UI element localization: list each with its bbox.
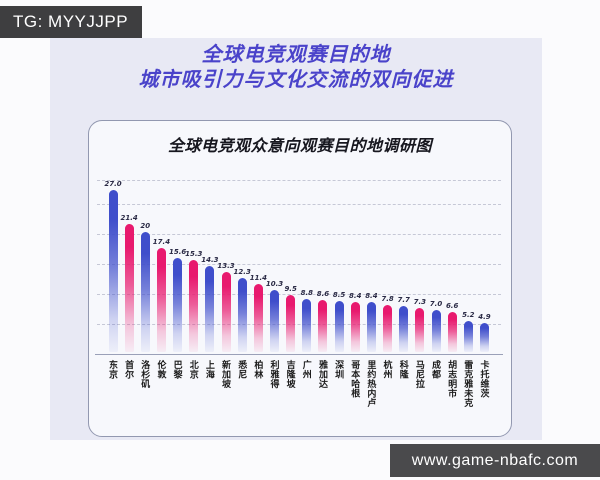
gridline [97,180,501,181]
gridline [97,234,501,235]
bar [221,272,231,352]
bar-value-label: 7.3 [413,298,427,307]
x-axis-label: 雷克雅未克 [463,360,474,408]
bar-value-label: 8.6 [316,290,330,299]
bar [383,305,393,352]
x-axis-label: 胡志明市 [447,360,458,398]
x-axis-label: 北京 [188,360,199,379]
x-axis-label: 首尔 [124,360,135,379]
bar-value-label: 10.3 [265,280,284,289]
bar-value-label: 6.6 [445,302,459,311]
x-axis-label: 成都 [431,360,441,379]
bar-value-label: 20 [140,222,151,230]
bar-value-label: 9.5 [284,285,297,293]
bar-value-label: 27.0 [104,180,122,188]
bar [302,299,312,352]
gridline [97,264,501,265]
chart-card: 全球电竞观众意向观赛目的地调研图 27.0 东京 21.4 首尔 20 洛杉矶 17.4 伦敦… [88,120,512,437]
x-axis-label: 悉尼 [237,360,248,379]
bar-value-label: 21.4 [120,213,138,222]
bar-value-label: 15.6 [168,248,187,257]
bar-value-label: 7.0 [429,300,443,308]
telegram-badge: TG: MYYJJPP [0,6,142,38]
bar [108,190,118,352]
bar [270,290,279,352]
x-axis-label: 广州 [301,360,312,379]
bar [366,301,376,352]
bar-value-label: 7.7 [397,295,410,304]
bar [431,310,441,352]
bar [463,320,473,352]
x-axis-label: 上海 [204,360,215,379]
x-axis-label: 雅加达 [317,360,328,389]
bar [124,223,134,352]
x-axis-label: 巴黎 [172,360,183,379]
bar [140,232,150,352]
bar-value-label: 4.9 [478,312,491,321]
plot-area: 27.0 东京 21.4 首尔 20 洛杉矶 17.4 伦敦 15.6 巴黎 15.3 北京 14.3 上… [89,121,511,436]
bar-value-label: 12.3 [233,268,251,277]
bar [334,301,344,352]
x-axis-label: 伦敦 [156,360,167,379]
bar-value-label: 11.4 [249,273,267,282]
bar-value-label: 8.4 [365,291,378,300]
x-axis-label: 新加坡 [221,360,232,389]
bar-value-label: 7.8 [381,295,394,304]
watermark-bar: www.game-nbafc.com [390,444,600,477]
bar [415,308,425,352]
bar-value-label: 17.4 [152,237,171,246]
gridline [97,204,501,205]
gridline [97,294,501,295]
bar [399,305,409,352]
bar [189,260,199,352]
gridline [97,324,501,325]
bar-value-label: 8.5 [332,291,346,299]
bar-value-label: 15.3 [185,250,203,259]
bar [350,301,360,352]
x-axis-label: 深圳 [334,360,345,379]
bar-value-label: 8.8 [300,289,313,298]
bar [447,312,457,352]
x-axis-label: 东京 [108,360,118,379]
poster-title-line2: 城市吸引力与文化交流的双向促进 [138,69,454,91]
bar-value-label: 5.2 [462,310,475,319]
bar [286,295,296,352]
poster-title: 全球电竞观赛目的地 城市吸引力与文化交流的双向促进 [50,43,542,93]
bar [479,322,489,352]
bar-value-label: 14.3 [201,256,219,265]
bar-value-label: 13.3 [217,262,235,271]
chart-title: 全球电竞观众意向观赛目的地调研图 [167,138,432,155]
bar [173,258,183,352]
poster-title-line1: 全球电竞观赛目的地 [201,44,391,66]
x-axis-label: 杭州 [382,360,393,379]
telegram-badge-text: TG: MYYJJPP [13,12,129,31]
x-axis-label: 柏林 [253,360,264,379]
bar [253,283,263,352]
bar [237,278,247,352]
bar-value-label: 8.4 [349,291,362,300]
x-axis-line [95,354,503,355]
bar [156,247,166,352]
bar [318,300,328,352]
bar [205,266,215,352]
x-axis-label: 卡托维茨 [479,360,490,398]
x-axis-label: 里约热内卢 [366,360,377,408]
x-axis-label: 马尼拉 [414,360,425,389]
x-axis-label: 吉隆坡 [285,360,296,389]
watermark-text: www.game-nbafc.com [411,452,579,469]
x-axis-label: 洛杉矶 [140,360,151,389]
x-axis-label: 利雅得 [269,360,280,389]
x-axis-label: 哥本哈根 [350,360,361,398]
x-axis-label: 科隆 [398,360,409,379]
poster-card: 全球电竞观赛目的地 城市吸引力与文化交流的双向促进 全球电竞观众意向观赛目的地调… [50,38,542,440]
